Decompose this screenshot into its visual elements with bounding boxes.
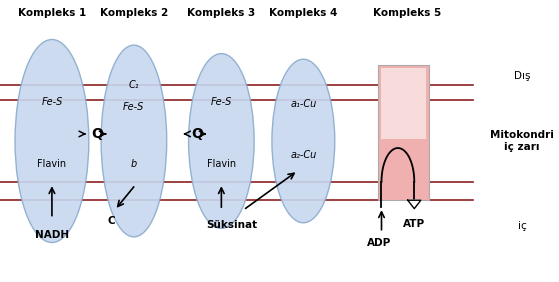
Text: a₁-Cu: a₁-Cu bbox=[290, 99, 316, 109]
Text: ATP: ATP bbox=[403, 219, 425, 228]
Text: C: C bbox=[107, 216, 115, 226]
Text: Kompleks 2: Kompleks 2 bbox=[100, 8, 168, 18]
Ellipse shape bbox=[15, 39, 89, 243]
Text: Fe-S: Fe-S bbox=[211, 96, 232, 107]
Text: Flavin: Flavin bbox=[207, 158, 236, 169]
Text: Kompleks 4: Kompleks 4 bbox=[269, 8, 338, 18]
Text: a₂-Cu: a₂-Cu bbox=[290, 150, 316, 160]
Bar bbox=[378, 65, 429, 200]
Text: Dış: Dış bbox=[514, 71, 530, 81]
Text: Q: Q bbox=[191, 127, 203, 141]
Text: Q: Q bbox=[91, 127, 103, 141]
Text: Kompleks 3: Kompleks 3 bbox=[187, 8, 255, 18]
Text: ADP: ADP bbox=[367, 238, 391, 248]
Text: Fe-S: Fe-S bbox=[41, 96, 63, 107]
Text: Flavin: Flavin bbox=[37, 158, 67, 169]
Text: Fe-S: Fe-S bbox=[123, 102, 145, 112]
Ellipse shape bbox=[188, 54, 254, 228]
Polygon shape bbox=[408, 200, 421, 209]
Text: b: b bbox=[131, 158, 137, 169]
Text: C₁: C₁ bbox=[129, 80, 139, 90]
Text: Kompleks 5: Kompleks 5 bbox=[373, 8, 441, 18]
Text: iç: iç bbox=[518, 221, 527, 231]
Text: Mitokondri
iç zarı: Mitokondri iç zarı bbox=[490, 130, 554, 152]
Bar bbox=[381, 68, 426, 139]
Text: Süksinat: Süksinat bbox=[207, 220, 258, 230]
Ellipse shape bbox=[101, 45, 167, 237]
Ellipse shape bbox=[272, 59, 335, 223]
Text: NADH: NADH bbox=[35, 230, 69, 240]
Text: Kompleks 1: Kompleks 1 bbox=[18, 8, 86, 18]
